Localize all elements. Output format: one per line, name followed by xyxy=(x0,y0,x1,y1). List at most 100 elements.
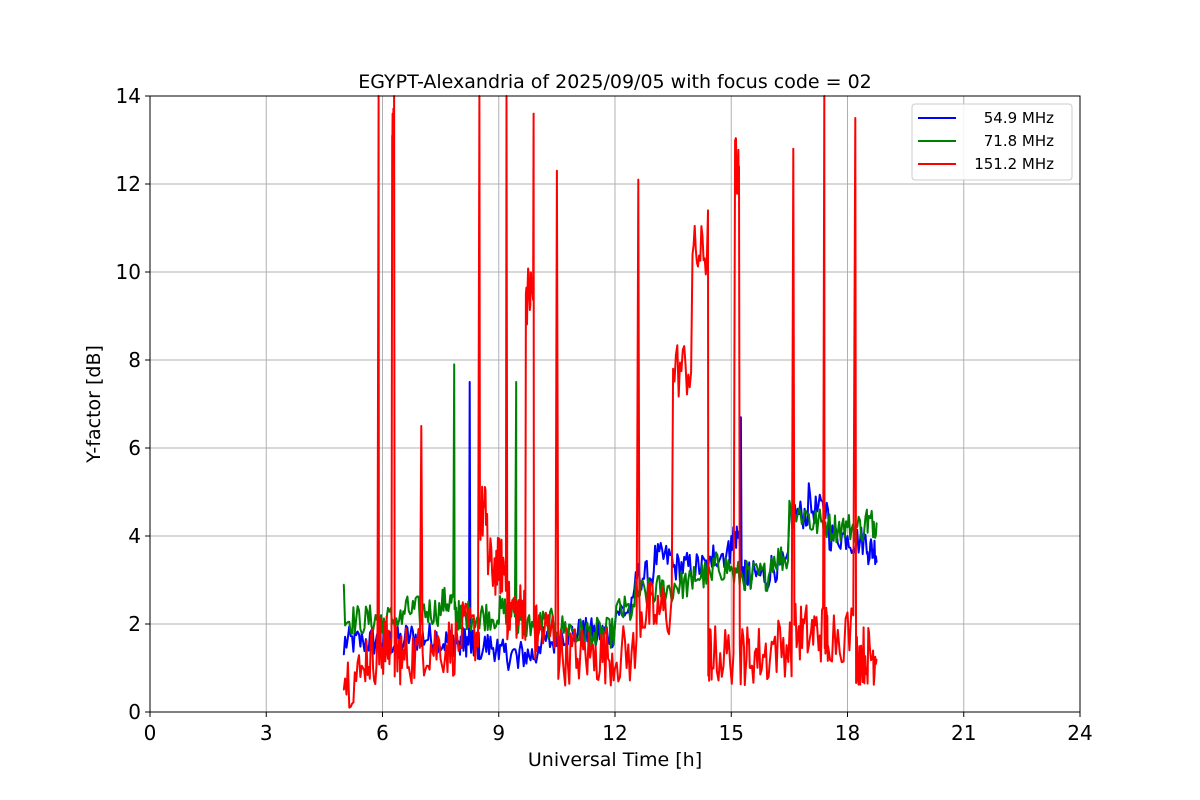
legend-label-0: 54.9 MHz xyxy=(984,109,1054,127)
data-point xyxy=(498,579,500,581)
legend: 54.9 MHz 71.8 MHz 151.2 MHz xyxy=(911,103,1073,181)
data-point xyxy=(875,522,878,524)
data-point xyxy=(343,583,345,586)
legend-label-1: 71.8 MHz xyxy=(984,132,1054,150)
data-point xyxy=(827,509,829,511)
data-point xyxy=(808,645,810,647)
data-point xyxy=(846,535,849,537)
data-point xyxy=(515,381,517,383)
data-point xyxy=(517,623,519,625)
data-point xyxy=(498,623,500,625)
data-point xyxy=(740,416,742,418)
data-point xyxy=(517,667,519,669)
data-point xyxy=(440,614,442,616)
x-tick-label: 12 xyxy=(602,721,627,745)
data-point xyxy=(691,253,694,255)
data-point xyxy=(846,526,849,528)
data-point xyxy=(672,368,674,370)
data-point xyxy=(614,623,616,625)
data-point xyxy=(738,165,740,167)
data-point xyxy=(459,645,461,647)
y-tick-label: 12 xyxy=(116,172,141,196)
data-point xyxy=(866,553,868,555)
data-point xyxy=(391,135,393,137)
chart-title: EGYPT-Alexandria of 2025/09/05 with focu… xyxy=(358,71,872,93)
data-point xyxy=(533,113,535,115)
data-point xyxy=(711,667,713,669)
x-tick-label: 6 xyxy=(376,721,389,745)
plot-series xyxy=(342,95,878,709)
y-tick-label: 14 xyxy=(116,84,141,108)
data-point xyxy=(525,293,527,295)
y-tick-label: 8 xyxy=(128,348,141,372)
data-point xyxy=(769,579,771,581)
data-point xyxy=(459,627,461,630)
data-point xyxy=(343,689,345,691)
y-tick-label: 0 xyxy=(128,700,141,724)
data-point xyxy=(653,570,655,572)
x-axis-label: Universal Time [h] xyxy=(528,749,702,771)
x-tick-label: 0 xyxy=(144,721,157,745)
data-point xyxy=(420,645,422,647)
y-axis-ticks: 0 2 4 6 8 10 12 14 xyxy=(116,84,150,724)
data-point xyxy=(827,522,829,524)
data-point xyxy=(381,658,384,660)
data-point xyxy=(672,597,674,599)
data-point xyxy=(453,363,455,365)
data-point xyxy=(440,658,442,660)
data-point xyxy=(792,148,794,150)
data-point xyxy=(459,654,461,656)
data-point xyxy=(486,513,488,515)
data-point xyxy=(614,667,616,669)
data-point xyxy=(498,658,500,660)
data-point xyxy=(750,588,752,590)
y-tick-label: 2 xyxy=(128,612,141,636)
y-tick-label: 4 xyxy=(128,524,141,548)
data-point xyxy=(750,667,752,669)
data-point xyxy=(362,641,364,643)
data-point xyxy=(730,535,732,537)
x-tick-label: 3 xyxy=(260,721,273,745)
y-tick-label: 10 xyxy=(116,260,141,284)
data-point xyxy=(343,654,345,656)
data-point xyxy=(637,179,639,181)
data-point xyxy=(478,658,480,660)
y-axis-label: Y-factor [dB] xyxy=(83,345,105,464)
data-point xyxy=(469,381,471,383)
x-tick-label: 15 xyxy=(719,721,744,745)
x-axis-ticks: 0 3 6 9 12 15 18 21 24 xyxy=(144,712,1093,745)
data-point xyxy=(866,509,868,511)
data-point xyxy=(633,605,635,608)
data-point xyxy=(707,209,709,211)
data-point xyxy=(734,139,736,141)
legend-label-2: 151.2 MHz xyxy=(974,155,1054,173)
data-point xyxy=(711,579,713,581)
data-point xyxy=(362,667,364,669)
data-point xyxy=(808,482,810,484)
data-point xyxy=(769,658,771,660)
data-point xyxy=(875,658,878,660)
data-point xyxy=(401,667,403,669)
x-tick-label: 9 xyxy=(492,721,505,745)
data-point xyxy=(556,170,558,172)
data-point xyxy=(653,623,655,625)
data-point xyxy=(401,623,403,625)
data-point xyxy=(827,645,829,647)
data-point xyxy=(381,632,384,634)
data-point xyxy=(536,645,539,647)
y-tick-label: 6 xyxy=(128,436,141,460)
data-point xyxy=(478,627,480,630)
data-point xyxy=(691,588,694,590)
x-tick-label: 18 xyxy=(835,721,860,745)
data-point xyxy=(575,667,577,669)
data-point xyxy=(769,570,771,572)
data-point xyxy=(595,645,597,647)
data-point xyxy=(854,117,856,119)
data-point xyxy=(536,654,539,656)
data-point xyxy=(556,645,558,647)
x-tick-label: 24 xyxy=(1067,721,1092,745)
data-point xyxy=(866,667,868,669)
data-point xyxy=(730,566,732,568)
